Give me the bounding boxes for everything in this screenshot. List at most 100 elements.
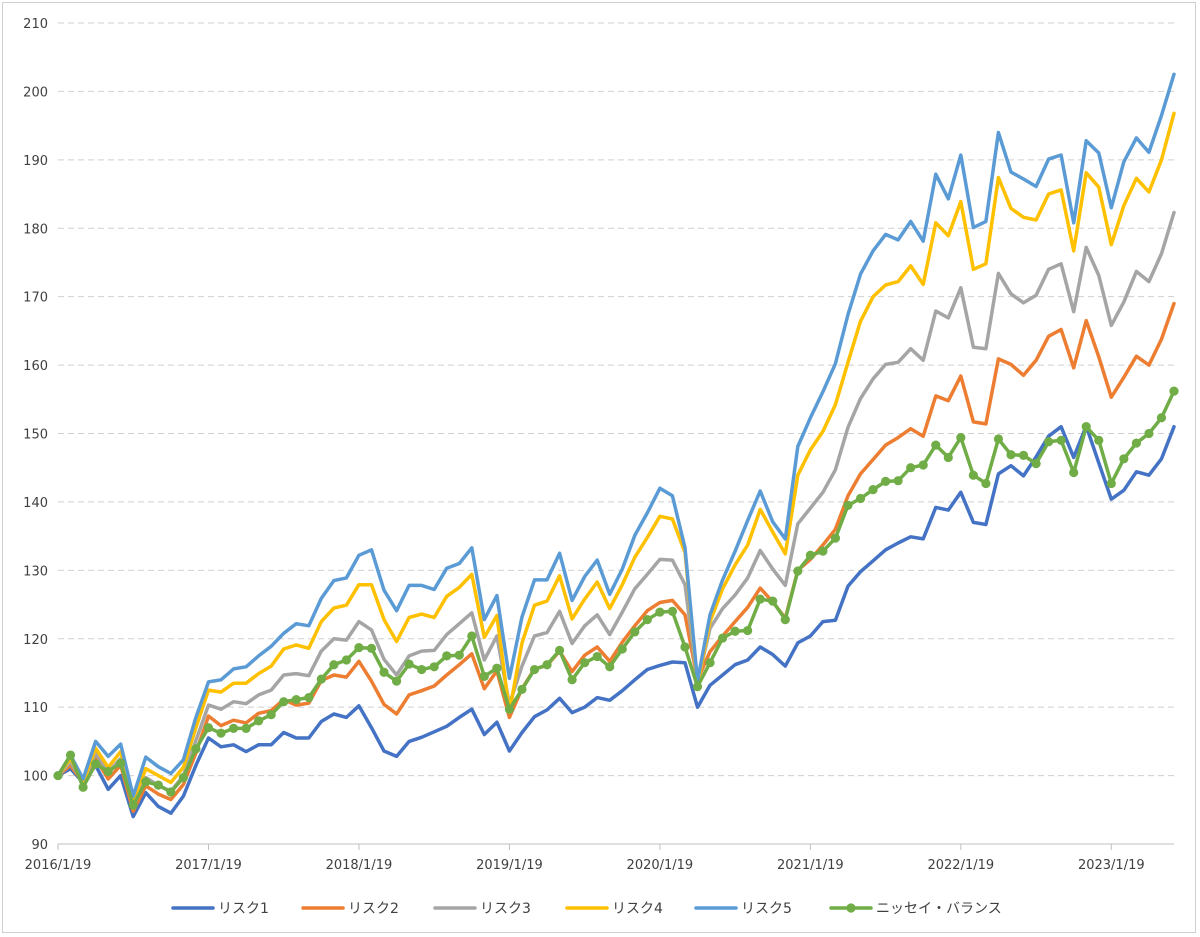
- legend-item-1: リスク1: [171, 901, 269, 917]
- series-6: [53, 386, 1179, 810]
- data-point: [830, 533, 841, 543]
- data-point: [1144, 428, 1154, 439]
- data-point: [1006, 450, 1016, 460]
- series-4: [56, 111, 1176, 803]
- data-point: [228, 723, 239, 733]
- x-tick-label: 2017/1/19: [175, 858, 242, 873]
- data-point: [116, 758, 126, 768]
- data-point: [956, 433, 966, 443]
- data-point: [743, 625, 753, 636]
- data-point: [1018, 450, 1029, 460]
- series-line: [56, 424, 1176, 819]
- data-point: [793, 566, 803, 576]
- data-point: [943, 452, 953, 463]
- data-point: [266, 710, 276, 720]
- data-point: [203, 723, 214, 733]
- data-point: [805, 550, 815, 560]
- data-point: [755, 594, 765, 604]
- data-point: [492, 663, 502, 673]
- data-point: [1081, 422, 1091, 432]
- data-point: [893, 476, 903, 486]
- data-point: [53, 770, 63, 781]
- x-tick-label: 2019/1/19: [476, 858, 543, 873]
- data-point: [529, 664, 540, 675]
- data-point: [705, 658, 715, 668]
- data-point: [1044, 437, 1054, 447]
- x-tick-label: 2021/1/19: [777, 858, 844, 873]
- y-tick-label: 200: [23, 85, 48, 100]
- data-point: [291, 695, 301, 705]
- data-point: [178, 773, 188, 783]
- series-2: [56, 301, 1176, 813]
- data-point: [993, 434, 1004, 444]
- y-tick-label: 120: [23, 633, 48, 648]
- data-point: [479, 671, 489, 681]
- data-point: [855, 493, 866, 504]
- x-tick-label: 2020/1/19: [627, 858, 694, 873]
- data-point: [617, 644, 627, 654]
- data-point: [429, 662, 439, 672]
- legend-marker: [846, 903, 856, 913]
- data-point: [329, 660, 339, 670]
- data-point: [730, 626, 740, 636]
- line-chart: 90 100 110 120 130 140 150 160 170 180 190 200 210 2…: [23, 17, 1179, 917]
- data-point: [931, 440, 941, 450]
- legend-item-4: リスク4: [565, 901, 663, 917]
- data-point: [843, 500, 853, 510]
- data-point: [1106, 478, 1116, 489]
- data-point: [78, 782, 88, 792]
- x-tick-label: 2016/1/19: [25, 858, 92, 873]
- data-point: [580, 658, 590, 668]
- data-point: [254, 716, 264, 726]
- data-point: [605, 662, 615, 672]
- data-point: [103, 766, 113, 777]
- data-point: [304, 692, 314, 703]
- data-point: [667, 606, 678, 616]
- data-point: [366, 643, 377, 653]
- data-point: [968, 470, 978, 480]
- series-line: [56, 301, 1176, 813]
- data-point: [981, 478, 991, 489]
- series-5: [56, 72, 1176, 798]
- data-point: [1094, 435, 1104, 445]
- grid-lines: [58, 22, 1174, 845]
- x-axis-ticks: 2016/1/19 2017/1/19 2018/1/19 2019/1/19 2020…: [25, 844, 1145, 873]
- data-point: [216, 728, 226, 738]
- data-point: [880, 476, 891, 486]
- data-point: [1069, 467, 1079, 478]
- data-point: [153, 780, 163, 790]
- data-point: [517, 684, 527, 694]
- data-point: [128, 800, 138, 810]
- y-tick-label: 130: [23, 564, 48, 579]
- legend-item-3: リスク3: [433, 901, 531, 917]
- legend: リスク1 リスク2 リスク3 リスク4 リスク5 ニッセイ・バランス: [171, 901, 1002, 917]
- data-point: [404, 659, 414, 669]
- data-point: [241, 723, 251, 733]
- series-line: [56, 72, 1176, 798]
- data-point: [655, 607, 665, 617]
- y-tick-label: 180: [23, 222, 48, 237]
- y-tick-label: 160: [23, 359, 48, 374]
- y-tick-label: 190: [23, 154, 48, 169]
- data-point: [65, 750, 76, 760]
- y-axis-ticks: 90 100 110 120 130 140 150 160 170 180 190 200 210: [23, 17, 48, 853]
- data-point: [354, 643, 364, 653]
- data-point: [680, 642, 690, 652]
- data-point: [191, 744, 201, 754]
- series-3: [56, 210, 1176, 809]
- data-point: [780, 614, 790, 625]
- data-point: [768, 596, 778, 606]
- data-point: [316, 674, 326, 684]
- data-point: [454, 650, 464, 660]
- data-point: [567, 675, 577, 685]
- y-tick-label: 90: [31, 838, 48, 853]
- data-point: [417, 664, 427, 675]
- legend-label: リスク3: [480, 901, 531, 917]
- data-point: [906, 463, 916, 473]
- legend-label: リスク1: [218, 901, 269, 917]
- data-point: [141, 777, 151, 787]
- x-tick-label: 2018/1/19: [326, 858, 393, 873]
- data-point: [341, 655, 352, 665]
- data-point: [166, 787, 176, 797]
